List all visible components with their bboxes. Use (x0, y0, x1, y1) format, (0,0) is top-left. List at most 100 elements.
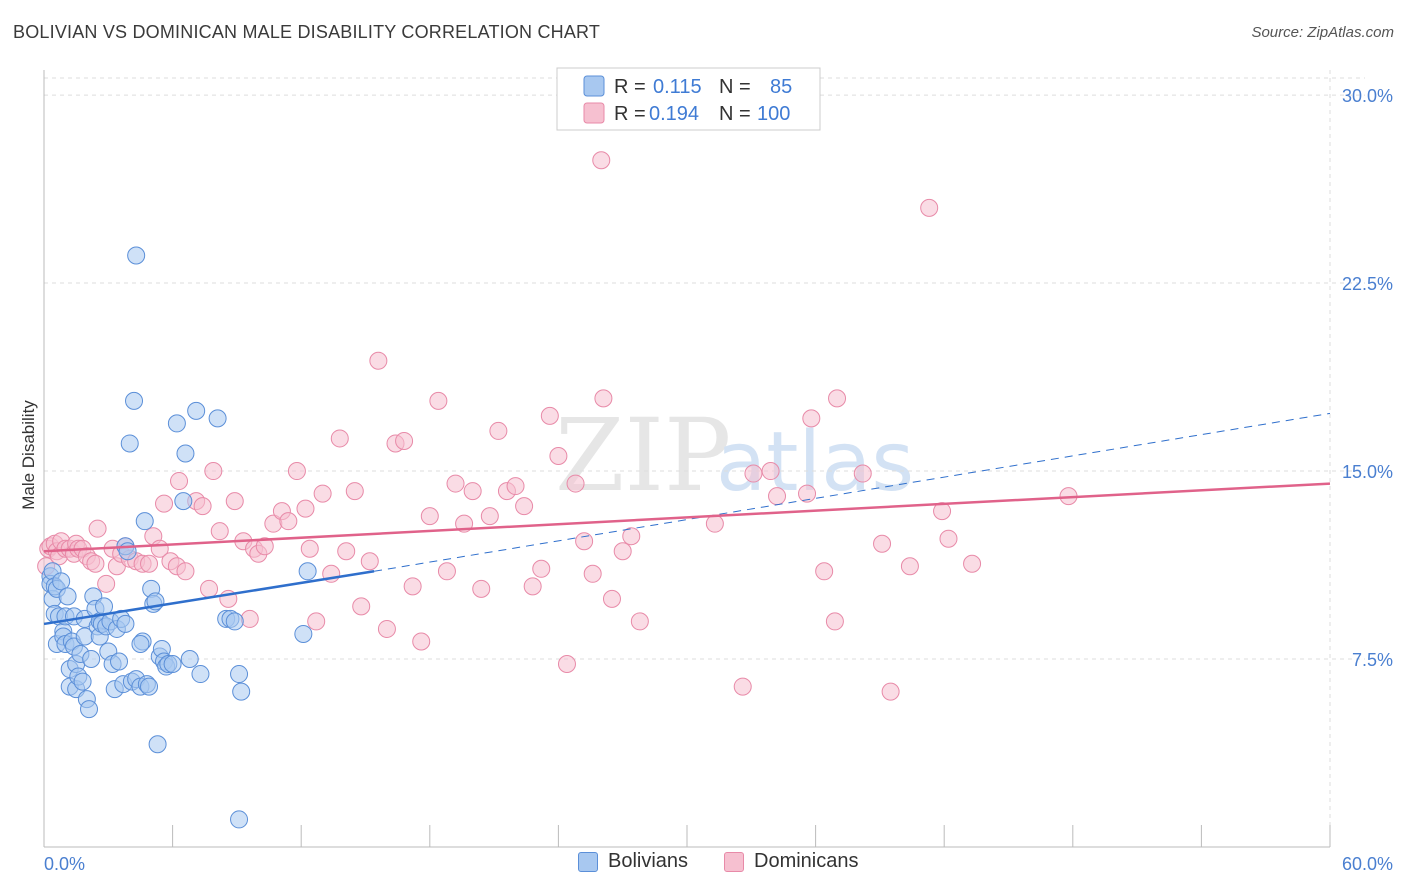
dominicans-point (86, 554, 105, 573)
dominicans-point (575, 532, 594, 551)
legend-r-label-dominicans: R = (614, 103, 646, 125)
dominicans-point (287, 462, 306, 481)
dominicans-point (313, 484, 332, 503)
bolivians-label: Bolivians (608, 850, 689, 872)
bolivians-swatch (578, 851, 598, 872)
dominicans-point (429, 391, 448, 410)
dominicans-point (630, 612, 649, 631)
x-tick-label-min: 0.0% (44, 854, 85, 874)
dominicans-point (395, 431, 414, 450)
trend-lines (43, 412, 1331, 626)
dominicans-point (170, 472, 189, 491)
dominicans-point (802, 409, 821, 428)
dominicans-point (420, 507, 439, 526)
dominicans-point (255, 537, 274, 556)
bolivians-point (148, 735, 167, 754)
dominicans-point (963, 554, 982, 573)
dominicans-point (307, 612, 326, 631)
bolivians-point (208, 409, 227, 428)
dominicans-point (881, 682, 900, 701)
dominicans-point (225, 492, 244, 511)
dominicans-point (155, 494, 174, 513)
bolivians-point (230, 665, 249, 684)
dominicans-point (825, 612, 844, 631)
bolivians-point (191, 665, 210, 684)
dominicans-point (296, 499, 315, 518)
dominicans-point (480, 507, 499, 526)
dominicans-point (515, 497, 534, 516)
dominicans-point (437, 562, 456, 581)
dominicans-point (613, 542, 632, 561)
series-legend: Bolivians Dominicans (0, 850, 1406, 880)
dominicans-point (768, 487, 787, 506)
bolivians-points (41, 246, 317, 829)
chart-source: Source: ZipAtlas.com (1251, 24, 1394, 41)
dominicans-point (300, 539, 319, 558)
gridlines (44, 70, 1365, 847)
dominicans-point (463, 482, 482, 501)
dominicans-point (532, 559, 551, 578)
dominicans-point (594, 389, 613, 408)
dominicans-point (506, 477, 525, 496)
x-tick-label-max: 60.0% (1342, 854, 1393, 874)
dominicans-point (176, 562, 195, 581)
legend-n-value-dominicans: 100 (757, 103, 790, 125)
bolivians-point (73, 672, 92, 691)
dominicans-point (900, 557, 919, 576)
y-tick-label: 7.5% (1352, 650, 1393, 670)
legend: R = 0.115 N = 85 R = 0.194 N = 100 (556, 67, 821, 131)
watermark: ZIP atlas (555, 397, 914, 514)
dominicans-point (602, 589, 621, 608)
bolivians-point (298, 562, 317, 581)
dominicans-point (705, 514, 724, 533)
bolivians-point (131, 634, 150, 653)
legend-r-value-dominicans: 0.194 (649, 103, 699, 125)
dominicans-point (352, 597, 371, 616)
dominicans-point (412, 632, 431, 651)
bolivians-point (80, 700, 99, 719)
bolivians-point (140, 677, 159, 696)
bolivians-point (176, 444, 195, 463)
bolivians-point (127, 246, 146, 265)
watermark-zip: ZIP (555, 397, 731, 514)
legend-n-label-bolivians: N = (719, 76, 751, 98)
dominicans-point (828, 389, 847, 408)
dominicans-point (97, 574, 116, 593)
dominicans-point (446, 474, 465, 493)
legend-swatch-dominicans (583, 102, 605, 124)
dominicans-point (592, 151, 611, 170)
legend-r-value-bolivians: 0.115 (653, 76, 702, 98)
dominicans-point (200, 579, 219, 598)
dominicans-point (210, 522, 229, 541)
series-legend-dominicans[interactable]: Dominicans (724, 850, 858, 873)
dominicans-point (566, 474, 585, 493)
bolivians-point (82, 650, 101, 669)
dominicans-point (193, 497, 212, 516)
dominicans-point (360, 552, 379, 571)
bolivians-trend-extension (373, 412, 1331, 572)
dominicans-point (330, 429, 349, 448)
dominicans-swatch (724, 851, 744, 872)
y-tick-label: 22.5% (1342, 274, 1393, 294)
axes (43, 70, 1331, 848)
dominicans-point (853, 464, 872, 483)
legend-n-label-dominicans: N = (719, 103, 751, 125)
bolivians-point (180, 650, 199, 669)
dominicans-point (549, 446, 568, 465)
dominicans-point (933, 502, 952, 521)
y-tick-label: 15.0% (1342, 462, 1393, 482)
axis-labels: 7.5% 15.0% 22.5% 30.0% 0.0% 60.0% Male Disabil… (19, 86, 1393, 874)
bolivians-point (125, 391, 144, 410)
dominicans-point (733, 677, 752, 696)
series-legend-bolivians[interactable]: Bolivians (578, 850, 688, 873)
dominicans-point (345, 482, 364, 501)
legend-n-value-bolivians: 85 (770, 76, 792, 98)
legend-swatch-bolivians (583, 75, 605, 97)
bolivians-point (230, 810, 249, 829)
dominicans-label: Dominicans (754, 850, 859, 872)
y-tick-label: 30.0% (1342, 86, 1393, 106)
dominicans-point (472, 579, 491, 598)
y-axis-label: Male Disability (19, 400, 38, 510)
